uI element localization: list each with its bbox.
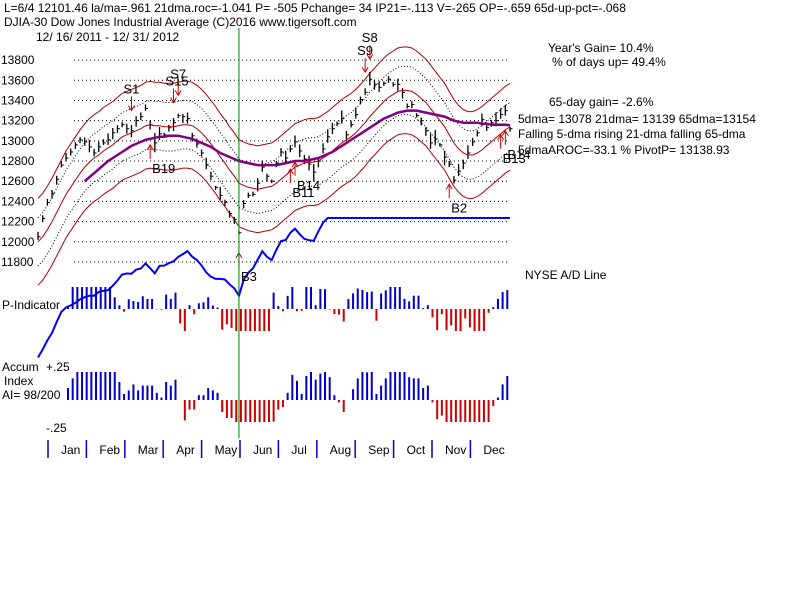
- accum-top-value: +.25: [46, 360, 70, 374]
- month-label: Jun: [253, 443, 272, 457]
- month-label: Oct: [407, 443, 426, 457]
- buy-arrowhead: [146, 143, 154, 151]
- x-axis: Jan Feb Mar Apr May Jun Jul Aug Sep Oct Nov Dec: [47, 440, 505, 458]
- buy-signal-label: B3: [241, 269, 257, 284]
- sell-signal-label: S9: [357, 43, 373, 58]
- days-up-pct: % of days up= 49.4%: [552, 55, 666, 69]
- lower-outer-band: [37, 133, 511, 286]
- buy-signal-label: B2: [451, 200, 467, 215]
- moving-average-layer: [37, 89, 511, 243]
- y-tick-label: 12800: [1, 154, 35, 168]
- accum-bottom-value: -.25: [46, 421, 67, 435]
- y-tick-label: 12400: [1, 194, 35, 208]
- header-date-range: 12/ 16/ 2011 - 12/ 31/ 2012: [36, 30, 180, 44]
- ad-line-label: NYSE A/D Line: [525, 268, 607, 282]
- y-tick-label: 13600: [1, 73, 35, 87]
- month-label: Nov: [445, 443, 466, 457]
- ad-line-layer: [37, 217, 510, 359]
- lower-inner-band: [37, 114, 511, 267]
- sell-arrowhead: [361, 66, 369, 74]
- y-axis-ticks: 11800 12000 12200 12400 12600 12800 13000 13200…: [1, 53, 35, 269]
- buy-signal-label: B19: [152, 161, 175, 176]
- y-tick-label: 13800: [1, 53, 35, 67]
- buy-signal-label: B14: [507, 147, 530, 162]
- sell-signal-label: S1: [123, 82, 139, 97]
- dma-values: 5dma= 13078 21dma= 13139 65dma=13154: [518, 112, 756, 126]
- buy-arrowhead: [445, 183, 453, 190]
- buy-signal-label: B13: [503, 151, 526, 166]
- y-tick-label: 13200: [1, 114, 35, 128]
- header-title-line: DJIA-30 Dow Jones Industrial Average (C)…: [4, 15, 357, 29]
- month-label: Feb: [99, 443, 120, 457]
- buy-signal-label: B14: [297, 178, 320, 193]
- aroc-pivot: 5dmaAROC=-33.1 % PivotP= 13138.93: [518, 143, 730, 157]
- y-tick-label: 12000: [1, 235, 35, 249]
- ma65-line: [83, 109, 511, 183]
- sell-arrowhead: [174, 90, 182, 97]
- month-label: Jan: [61, 443, 80, 457]
- sell-arrowhead: [170, 97, 177, 104]
- dma-trend: Falling 5-dma rising 21-dma falling 65-d…: [518, 127, 746, 141]
- month-label: Aug: [330, 443, 351, 457]
- ad-line: [37, 217, 510, 359]
- month-label: Dec: [483, 443, 504, 457]
- sell-arrowhead: [366, 53, 374, 61]
- header-stats-line: L=6/4 12101.46 la/ma=.961 21dma.roc=-1.0…: [4, 1, 626, 15]
- sell-signal-label: S15: [166, 73, 189, 88]
- accum-index-label: Index: [4, 374, 33, 388]
- grid-layer: [74, 59, 510, 263]
- years-gain: Year's Gain= 10.4%: [548, 41, 654, 55]
- month-label: Apr: [176, 443, 195, 457]
- upper-inner-band: [37, 65, 511, 218]
- buy-arrowhead: [291, 161, 299, 168]
- ma21-line: [37, 89, 511, 243]
- y-tick-label: 13400: [1, 93, 35, 107]
- sell-signal-label: S7: [170, 66, 186, 81]
- buy-arrowhead: [501, 129, 509, 137]
- sell-signal-label: S8: [362, 30, 378, 45]
- upper-outer-band: [37, 46, 511, 199]
- accum-label: Accum: [2, 360, 39, 374]
- sell-arrowhead: [128, 105, 135, 112]
- month-label: Jul: [291, 443, 306, 457]
- month-label: Mar: [138, 443, 159, 457]
- buy-signal-label: B11: [292, 185, 314, 200]
- y-tick-label: 11800: [1, 255, 34, 269]
- histogram-layer: [67, 287, 509, 422]
- y-tick-label: 13000: [1, 134, 35, 148]
- gain-65-day: 65-day gain= -2.6%: [549, 95, 654, 109]
- buy-arrowhead: [286, 168, 294, 175]
- p-indicator-label: P-Indicator: [2, 298, 60, 312]
- accum-ai-value: AI= 98/200: [2, 388, 61, 402]
- price-bars-layer: [37, 71, 513, 240]
- y-tick-label: 12200: [1, 215, 35, 229]
- buy-arrowhead: [497, 133, 505, 141]
- month-label: May: [215, 443, 238, 457]
- bands-layer: [37, 46, 511, 286]
- month-label: Sep: [368, 443, 390, 457]
- y-tick-label: 12600: [1, 174, 35, 188]
